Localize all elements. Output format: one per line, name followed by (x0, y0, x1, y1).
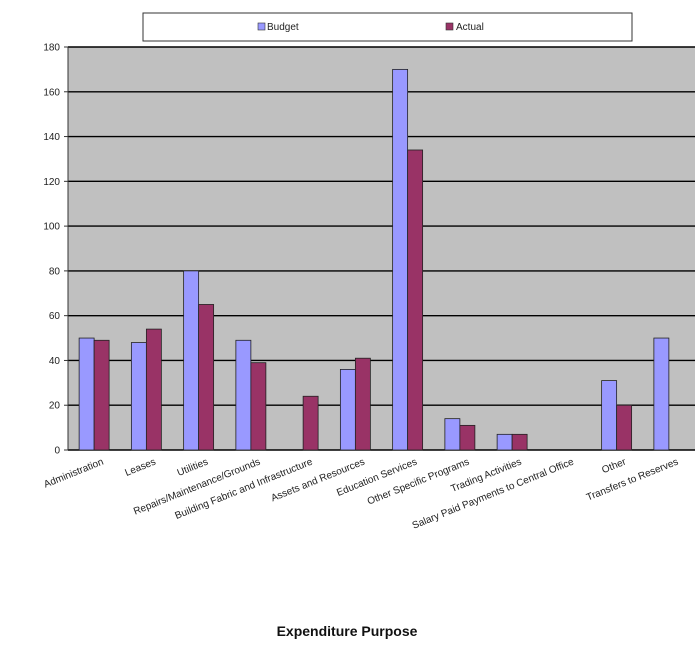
category-label-administration: Administration (42, 457, 105, 491)
y-tick-label: 160 (43, 87, 60, 98)
category-label-leases: Leases (123, 457, 157, 479)
bar-actual-utilities (198, 304, 215, 451)
plot-area (68, 47, 695, 450)
legend-label-actual: Actual (456, 22, 484, 33)
bar-actual-assets-and-resources (354, 357, 371, 451)
bar-actual-repairs-maintenance-grounds (250, 362, 267, 451)
legend-swatch-actual (445, 22, 454, 31)
y-tick-label: 0 (54, 446, 60, 457)
y-tick-label: 60 (49, 311, 61, 322)
bar-actual-building-fabric-and-infrastructure (302, 395, 319, 451)
legend-swatch-budget (257, 22, 266, 31)
y-axis-ticks: 0 20 40 60 80 100 120 140 160 180 (43, 43, 69, 457)
bar-actual-trading-activities (511, 433, 528, 451)
bar-actual-administration (93, 339, 110, 451)
bar-budget-leases (130, 342, 147, 451)
bar-budget-utilities (183, 270, 200, 451)
y-tick-label: 80 (49, 266, 61, 277)
bar-budget-education-services (392, 68, 409, 451)
category-label-utilities: Utilities (176, 457, 210, 479)
gridlines (68, 46, 695, 451)
bar-actual-other (616, 404, 633, 451)
y-tick-label: 40 (49, 356, 61, 367)
category-label-other: Other (600, 456, 628, 476)
category-label-assets-and-resources: Assets and Resources (270, 457, 367, 505)
y-tick-label: 120 (43, 177, 60, 188)
bar-actual-education-services (407, 149, 424, 451)
x-axis-title: Expenditure Purpose (277, 623, 418, 639)
y-tick-label: 20 (49, 401, 61, 412)
y-tick-label: 100 (43, 222, 60, 233)
bar-budget-assets-and-resources (339, 368, 356, 451)
bars (78, 68, 670, 451)
y-tick-label: 180 (43, 43, 60, 54)
legend-label-budget: Budget (267, 22, 299, 33)
bar-actual-other-specific-programs (459, 424, 476, 451)
bar-budget-repairs-maintenance-grounds (235, 339, 252, 451)
category-label-transfers-to-reserves: Transfers to Reserves (585, 457, 680, 504)
bar-budget-administration (78, 337, 95, 451)
x-axis-category-labels: Administration Leases UtilitiesRepairs/Mai… (42, 456, 680, 531)
bar-actual-leases (145, 328, 162, 451)
legend-box (142, 12, 633, 42)
bar-budget-other-specific-programs (444, 418, 461, 451)
bar-budget-trading-activities (496, 433, 513, 451)
y-tick-label: 140 (43, 132, 60, 143)
legend: Budget Actual (142, 12, 633, 42)
bar-budget-transfers-to-reserves (653, 337, 670, 451)
bar-budget-other (601, 380, 618, 451)
